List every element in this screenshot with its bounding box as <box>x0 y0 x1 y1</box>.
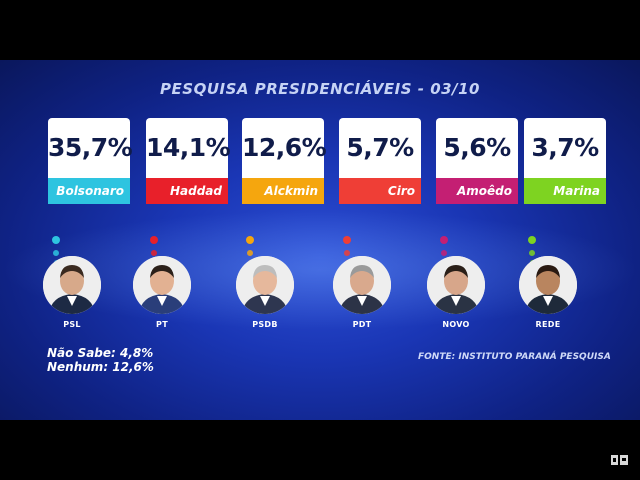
candidate-percentage: 12,6% <box>242 118 327 178</box>
candidate-name: Marina <box>524 178 606 204</box>
party-label: PSL <box>63 320 81 329</box>
candidate-photo-haddad <box>133 256 191 314</box>
candidate-name: Haddad <box>146 178 228 204</box>
candidate-photo-marina <box>519 256 577 314</box>
person-portrait-icon <box>133 256 191 314</box>
candidate-percentage: 3,7% <box>524 118 606 178</box>
connector-dot <box>528 236 536 244</box>
candidate-card-haddad: 14,1% Haddad <box>146 118 231 273</box>
candidate-card-marina: 3,7% Marina <box>524 118 606 273</box>
connector-dot <box>53 250 59 256</box>
person-portrait-icon <box>236 256 294 314</box>
candidate-photo-alckmin <box>236 256 294 314</box>
party-label: PSDB <box>252 320 278 329</box>
bottom-letterbox <box>0 420 640 480</box>
candidate-card-ciro: 5,7% Ciro <box>339 118 421 273</box>
candidate-photo-ciro <box>333 256 391 314</box>
candidate-percentage: 35,7% <box>48 118 133 178</box>
person-portrait-icon <box>333 256 391 314</box>
person-portrait-icon <box>43 256 101 314</box>
candidate-name: Alckmin <box>242 178 324 204</box>
candidate-card-alckmin: 12,6% Alckmin <box>242 118 327 273</box>
candidate-percentage: 5,7% <box>339 118 421 178</box>
candidate-photo-amoêdo <box>427 256 485 314</box>
chart-title: PESQUISA PRESIDENCIÁVEIS - 03/10 <box>160 80 480 98</box>
candidate-card-bolsonaro: 35,7% Bolsonaro <box>48 118 133 273</box>
connector-dot <box>441 250 447 256</box>
note-nenhum: Nenhum: 12,6% <box>47 360 154 374</box>
chart-stage: PESQUISA PRESIDENCIÁVEIS - 03/10 35,7% Bo… <box>0 60 640 420</box>
candidate-card-amoêdo: 5,6% Amoêdo <box>436 118 518 273</box>
person-portrait-icon <box>427 256 485 314</box>
connector-dot <box>247 250 253 256</box>
candidate-photo-bolsonaro <box>43 256 101 314</box>
party-label: REDE <box>535 320 561 329</box>
candidate-percentage: 5,6% <box>436 118 518 178</box>
candidate-percentage: 14,1% <box>146 118 231 178</box>
source-label: FONTE: INSTITUTO PARANÁ PESQUISA <box>418 352 611 362</box>
candidate-name: Amoêdo <box>436 178 518 204</box>
candidate-name: Ciro <box>339 178 421 204</box>
connector-dot <box>440 236 448 244</box>
connector-dot <box>246 236 254 244</box>
party-label: PDT <box>352 320 372 329</box>
connector-dot <box>150 236 158 244</box>
connector-dot <box>52 236 60 244</box>
person-portrait-icon <box>519 256 577 314</box>
note-nao-sabe: Não Sabe: 4,8% <box>47 346 154 360</box>
broadcaster-logo-icon <box>611 455 628 465</box>
connector-dot <box>529 250 535 256</box>
candidate-name: Bolsonaro <box>48 178 130 204</box>
party-label: PT <box>156 320 168 329</box>
connector-dot <box>151 250 157 256</box>
connector-dot <box>344 250 350 256</box>
undecided-notes: Não Sabe: 4,8% Nenhum: 12,6% <box>47 346 154 374</box>
top-letterbox <box>0 0 640 60</box>
connector-dot <box>343 236 351 244</box>
party-label: NOVO <box>442 320 470 329</box>
